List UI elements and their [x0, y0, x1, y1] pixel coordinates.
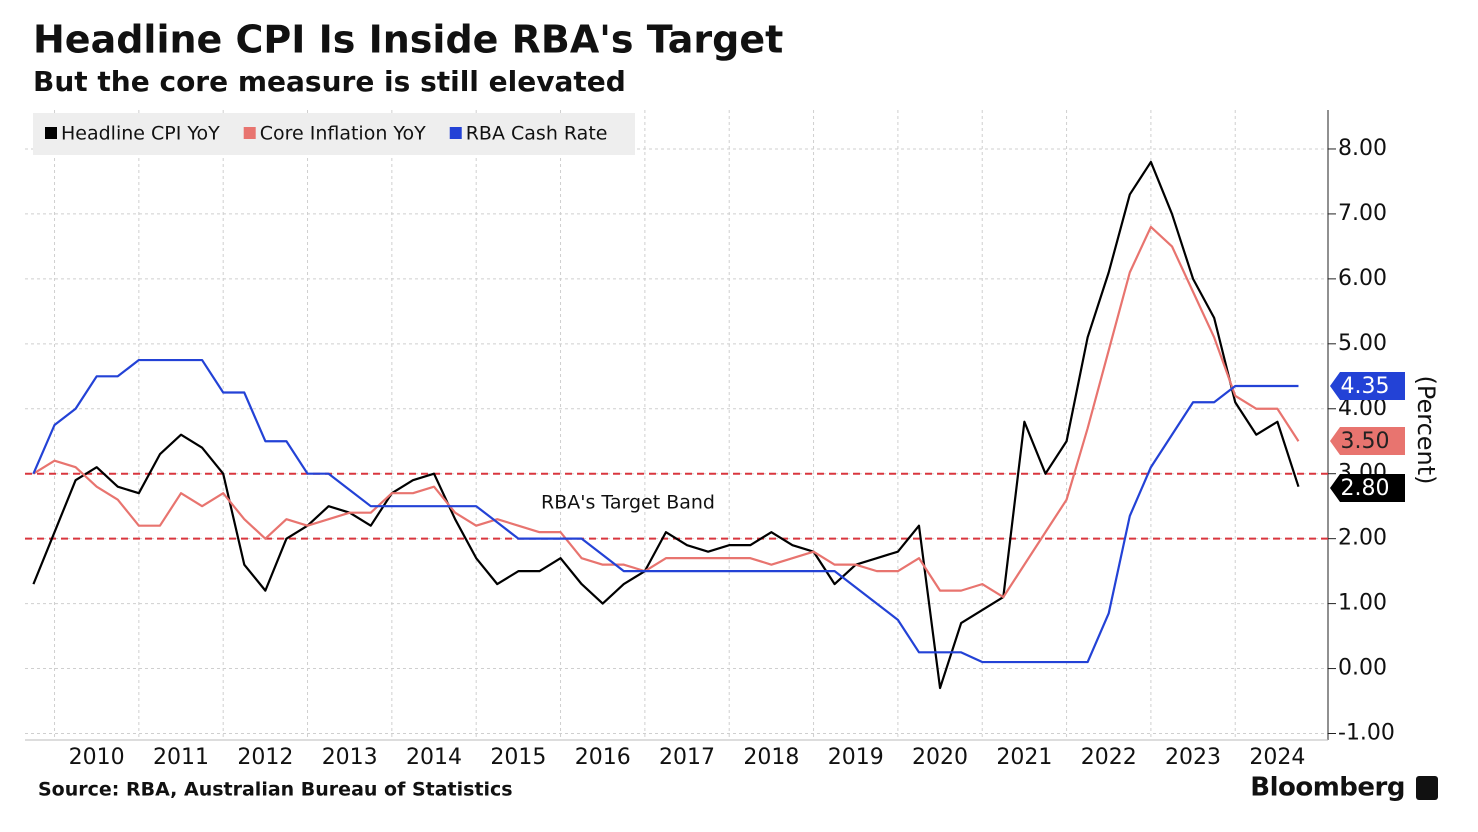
- x-tick-label: 2013: [322, 745, 378, 770]
- legend: Headline CPI YoY Core Inflation YoY RBA Ca…: [33, 113, 635, 155]
- legend-swatch: [45, 127, 57, 139]
- brand: Bloomberg: [1250, 773, 1405, 803]
- y-tick-label: -1.00: [1338, 721, 1395, 746]
- y-tick-label: 0.00: [1338, 656, 1387, 681]
- value-label: 2.80: [1341, 476, 1390, 501]
- x-tick-label: 2012: [237, 745, 293, 770]
- x-tick-label: 2024: [1249, 745, 1305, 770]
- annotation: RBA's Target Band: [541, 492, 715, 514]
- x-tick-label: 2019: [828, 745, 884, 770]
- y-tick-label: 8.00: [1338, 136, 1387, 161]
- chart-title: Headline CPI Is Inside RBA's Target: [33, 18, 783, 62]
- series-line: [32, 225, 1300, 599]
- x-tick-label: 2010: [69, 745, 125, 770]
- legend-label: Core Inflation YoY: [260, 123, 426, 145]
- y-tick-label: 7.00: [1338, 201, 1387, 226]
- series-line: [32, 160, 1300, 690]
- source: Source: RBA, Australian Bureau of Statis…: [38, 779, 513, 801]
- x-tick-label: 2021: [996, 745, 1052, 770]
- x-tick-label: 2014: [406, 745, 462, 770]
- x-tick-label: 2017: [659, 745, 715, 770]
- x-tick-label: 2023: [1165, 745, 1221, 770]
- legend-label: Headline CPI YoY: [61, 123, 220, 145]
- x-tick-label: 2016: [575, 745, 631, 770]
- chart-subtitle: But the core measure is still elevated: [33, 65, 626, 98]
- x-tick-label: 2011: [153, 745, 209, 770]
- x-tick-label: 2018: [743, 745, 799, 770]
- x-tick-label: 2020: [912, 745, 968, 770]
- value-tag: [1330, 427, 1405, 455]
- y-tick-label: 5.00: [1338, 331, 1387, 356]
- series-line: [32, 358, 1299, 664]
- brand-icon: [1416, 776, 1438, 800]
- x-tick-label: 2015: [490, 745, 546, 770]
- legend-label: RBA Cash Rate: [466, 123, 608, 145]
- value-tag: [1330, 372, 1405, 400]
- y-tick-label: 6.00: [1338, 266, 1387, 291]
- legend-box: [33, 113, 635, 155]
- value-tag: [1330, 474, 1405, 502]
- y-tick-label: 2.00: [1338, 526, 1387, 551]
- legend-swatch: [449, 127, 462, 139]
- y-tick-label: 1.00: [1338, 591, 1387, 616]
- y-axis-label: (Percent): [1412, 375, 1440, 484]
- value-label: 4.35: [1341, 374, 1390, 399]
- x-tick-label: 2022: [1081, 745, 1137, 770]
- legend-swatch: [243, 127, 256, 139]
- value-label: 3.50: [1341, 429, 1390, 454]
